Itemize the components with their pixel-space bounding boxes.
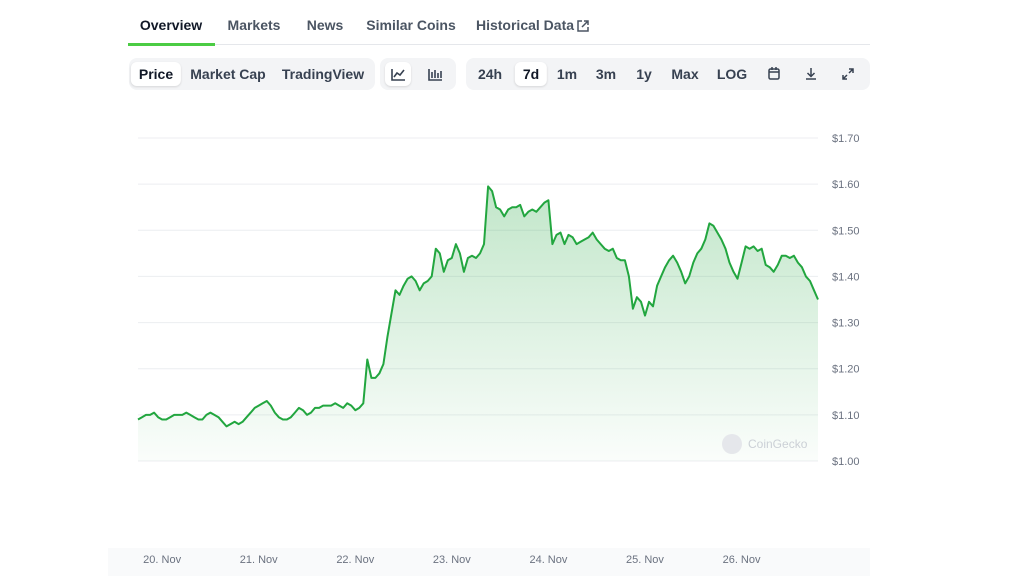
range-button[interactable]: 7d (514, 62, 548, 86)
y-tick-label: $1.60 (832, 179, 860, 191)
view-button[interactable]: TradingView (281, 66, 365, 82)
range-button[interactable]: 3m (595, 66, 617, 82)
y-tick-label: $1.50 (832, 225, 860, 237)
x-tick-label: 22. Nov (336, 554, 374, 566)
tab[interactable]: Markets (227, 17, 281, 33)
range-button[interactable]: 1m (556, 66, 578, 82)
y-tick-label: $1.70 (832, 133, 860, 145)
fullscreen-button[interactable] (836, 62, 860, 86)
tab-underline (128, 43, 215, 46)
x-tick-label: 20. Nov (143, 554, 181, 566)
price-line (137, 185, 819, 428)
view-button[interactable]: Market Cap (190, 66, 266, 82)
line-chart-button[interactable] (385, 62, 411, 86)
y-tick-label: $1.00 (832, 456, 860, 468)
watermark-logo (722, 434, 742, 454)
external-link-icon (577, 20, 589, 32)
range-button[interactable]: LOG (716, 66, 748, 82)
x-tick-label: 21. Nov (240, 554, 278, 566)
calendar-button[interactable] (762, 62, 786, 86)
y-tick-label: $1.20 (832, 364, 860, 376)
download-button[interactable] (799, 62, 823, 86)
range-button[interactable]: Max (671, 66, 699, 82)
area (138, 186, 818, 461)
y-tick-label: $1.10 (832, 410, 860, 422)
tab[interactable]: News (306, 17, 344, 33)
range-button[interactable]: 24h (477, 66, 503, 82)
x-tick-label: 24. Nov (529, 554, 567, 566)
candle-chart-button[interactable] (422, 62, 448, 86)
watermark: CoinGecko (748, 437, 808, 451)
x-tick-label: 23. Nov (433, 554, 471, 566)
tab-divider (128, 44, 870, 45)
view-button[interactable]: Price (130, 62, 182, 86)
y-tick-label: $1.40 (832, 271, 860, 283)
tab[interactable]: Similar Coins (366, 17, 456, 33)
x-tick-label: 25. Nov (626, 554, 664, 566)
y-tick-label: $1.30 (832, 318, 860, 330)
axis-strip (108, 548, 870, 576)
tab[interactable]: Overview (139, 17, 203, 33)
x-tick-label: 26. Nov (723, 554, 761, 566)
tab[interactable]: Historical Data (475, 17, 575, 33)
range-button[interactable]: 1y (636, 66, 652, 82)
